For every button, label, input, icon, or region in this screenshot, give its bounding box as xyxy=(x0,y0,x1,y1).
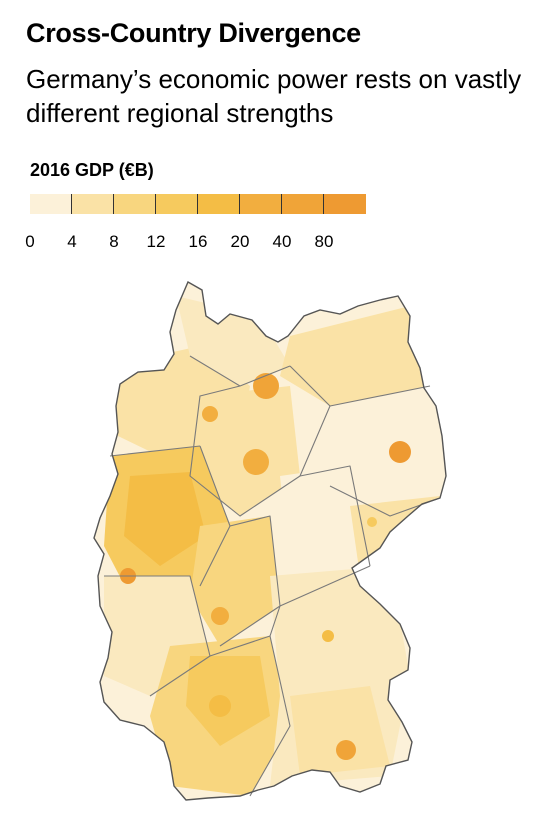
legend-tick-label: 16 xyxy=(188,232,208,251)
legend-swatch xyxy=(324,194,366,214)
dresden-hotspot xyxy=(420,536,432,548)
legend-swatch xyxy=(30,194,72,214)
legend-title: 2016 GDP (€B) xyxy=(30,160,154,180)
legend-swatch xyxy=(114,194,156,214)
legend-swatch xyxy=(198,194,240,214)
legend-tick-label: 80 xyxy=(314,232,334,251)
germany-map xyxy=(93,281,447,801)
legend-tick-label: 4 xyxy=(67,232,77,251)
legend-tick-label: 0 xyxy=(25,232,35,251)
chart-subtitle: Germany’s economic power rests on vastly… xyxy=(26,64,522,128)
legend-tick-label: 12 xyxy=(146,232,166,251)
stuttgart-hotspot xyxy=(209,695,231,717)
legend-labels: 0 4 8 12 16 20 40 80 xyxy=(0,232,560,256)
berlin-hotspot xyxy=(389,441,411,463)
legend-color-scale xyxy=(30,194,366,214)
state-borders xyxy=(104,355,441,797)
nuremberg-hotspot xyxy=(322,630,334,642)
leipzig-hotspot xyxy=(367,517,377,527)
legend-swatch xyxy=(156,194,198,214)
legend-tick-label: 20 xyxy=(230,232,250,251)
bremen-hotspot xyxy=(202,406,218,422)
munich-hotspot xyxy=(336,740,356,760)
legend-tick-label: 8 xyxy=(109,232,119,251)
frankfurt-hotspot xyxy=(211,607,229,625)
chart-title: Cross-Country Divergence xyxy=(26,18,361,48)
legend-swatch xyxy=(72,194,114,214)
hannover-hotspot xyxy=(243,449,269,475)
legend-tick-label: 40 xyxy=(272,232,292,251)
legend-swatch xyxy=(282,194,324,214)
hamburg-hotspot xyxy=(253,373,279,399)
legend-swatch xyxy=(240,194,282,214)
